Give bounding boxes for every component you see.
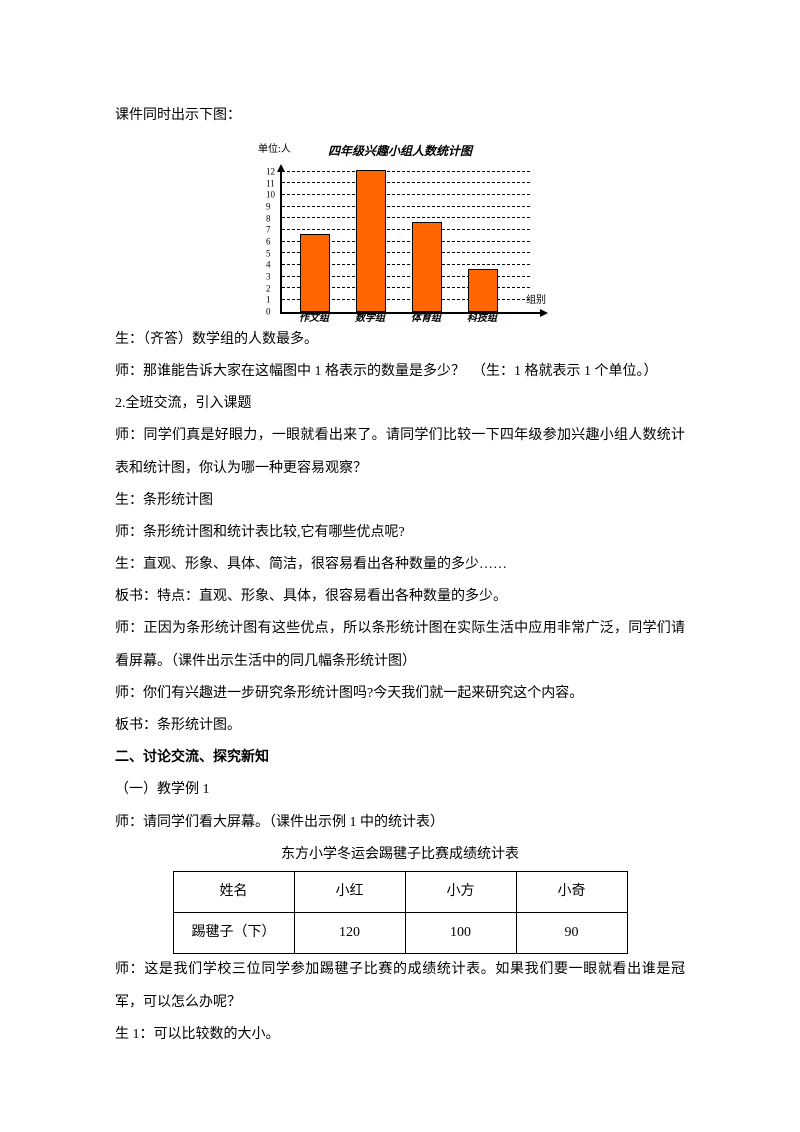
grid-line [282,182,530,183]
x-tick-label: 体育组 [411,307,441,330]
intro-text: 课件同时出示下图： [115,100,685,132]
dialogue-line: 生：（齐答）数学组的人数最多。 [115,324,685,356]
chart-bar [356,170,386,312]
dialogue-line: 师：那谁能告诉大家在这幅图中 1 格表示的数量是多少？ （生：1 格就表示 1 … [115,356,685,388]
after-table-line: 生 1：可以比较数的大小。 [115,1019,685,1051]
dialogue-line: 生：条形统计图 [115,485,685,517]
grid-line [282,206,530,207]
table-cell: 100 [405,913,516,954]
grid-line [282,171,530,172]
dialogue-line: 师：你们有兴趣进一步研究条形统计图吗?今天我们就一起来研究这个内容。 [115,678,685,710]
chart-title: 四年级兴趣小组人数统计图 [260,138,540,166]
table-cell: 90 [516,913,627,954]
score-table: 姓名 小红 小方 小奇 踢毽子（下） 120 100 90 [173,871,628,954]
section2-line: 师：请同学们看大屏幕。（课件出示例 1 中的统计表） [115,807,685,839]
grid-line [282,194,530,195]
table-cell: 小红 [294,871,405,912]
table-row: 姓名 小红 小方 小奇 [173,871,627,912]
dialogue-block: 生：（齐答）数学组的人数最多。师：那谁能告诉大家在这幅图中 1 格表示的数量是多… [115,324,685,742]
chart-bar [300,234,330,312]
bar-chart: 单位:人 四年级兴趣小组人数统计图 0123456789101112作文组数学组… [260,138,540,314]
chart-plot-area: 0123456789101112作文组数学组体育组科技组 [280,172,540,314]
table-row: 踢毽子（下） 120 100 90 [173,913,627,954]
x-axis-label: 组别 [526,289,546,312]
chart-bar [412,222,442,312]
y-tick-label: 12 [266,161,275,182]
x-tick-label: 数学组 [355,307,385,330]
dialogue-line: 生：直观、形象、具体、简洁，很容易看出各种数量的多少…… [115,549,685,581]
y-axis-unit: 单位:人 [258,138,291,161]
dialogue-line: 板书：特点：直观、形象、具体，很容易看出各种数量的多少。 [115,581,685,613]
dialogue-line: 2.全班交流，引入课题 [115,388,685,420]
table-header-cell: 姓名 [173,871,294,912]
dialogue-line: 师：同学们真是好眼力，一眼就看出来了。请同学们比较一下四年级参加兴趣小组人数统计… [115,420,685,484]
chart-bar [468,269,498,312]
section2-heading: 二、讨论交流、探究新知 [115,742,685,774]
grid-line [282,217,530,218]
x-tick-label: 作文组 [299,307,329,330]
section2-line: （一）教学例 1 [115,774,685,806]
dialogue-line: 师：正因为条形统计图有这些优点，所以条形统计图在实际生活中应用非常广泛，同学们请… [115,613,685,677]
table-cell: 小方 [405,871,516,912]
x-tick-label: 科技组 [467,307,497,330]
table-cell: 小奇 [516,871,627,912]
chart-container: 单位:人 四年级兴趣小组人数统计图 0123456789101112作文组数学组… [115,138,685,314]
table-title: 东方小学冬运会踢毽子比赛成绩统计表 [115,839,685,871]
section2-block: （一）教学例 1师：请同学们看大屏幕。（课件出示例 1 中的统计表） [115,774,685,838]
after-table-line: 师：这是我们学校三位同学参加踢毽子比赛的成绩统计表。如果我们要一眼就看出谁是冠军… [115,954,685,1018]
page-content: 课件同时出示下图： 单位:人 四年级兴趣小组人数统计图 012345678910… [0,0,800,1111]
table-header-cell: 踢毽子（下） [173,913,294,954]
after-table-block: 师：这是我们学校三位同学参加踢毽子比赛的成绩统计表。如果我们要一眼就看出谁是冠军… [115,954,685,1051]
table-cell: 120 [294,913,405,954]
dialogue-line: 师：条形统计图和统计表比较,它有哪些优点呢? [115,517,685,549]
grid-line [282,229,530,230]
dialogue-line: 板书：条形统计图。 [115,710,685,742]
